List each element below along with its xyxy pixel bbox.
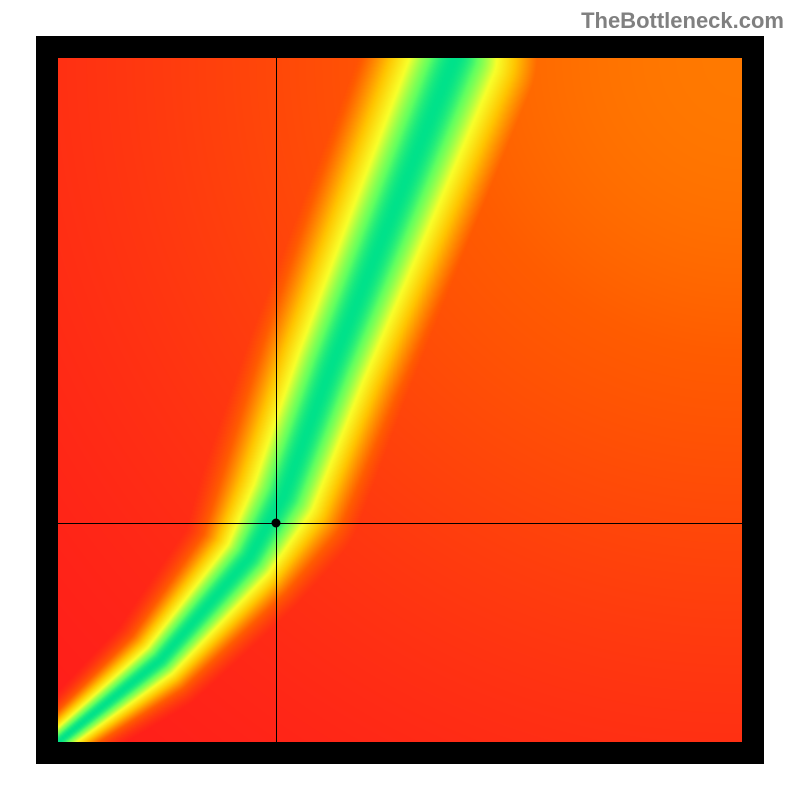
crosshair-horizontal: [58, 523, 742, 524]
watermark: TheBottleneck.com: [581, 8, 784, 34]
heatmap-canvas: [58, 58, 742, 742]
heatmap-plot: [58, 58, 742, 742]
chart-frame: [36, 36, 764, 764]
marker-dot: [271, 519, 280, 528]
crosshair-vertical: [276, 58, 277, 742]
